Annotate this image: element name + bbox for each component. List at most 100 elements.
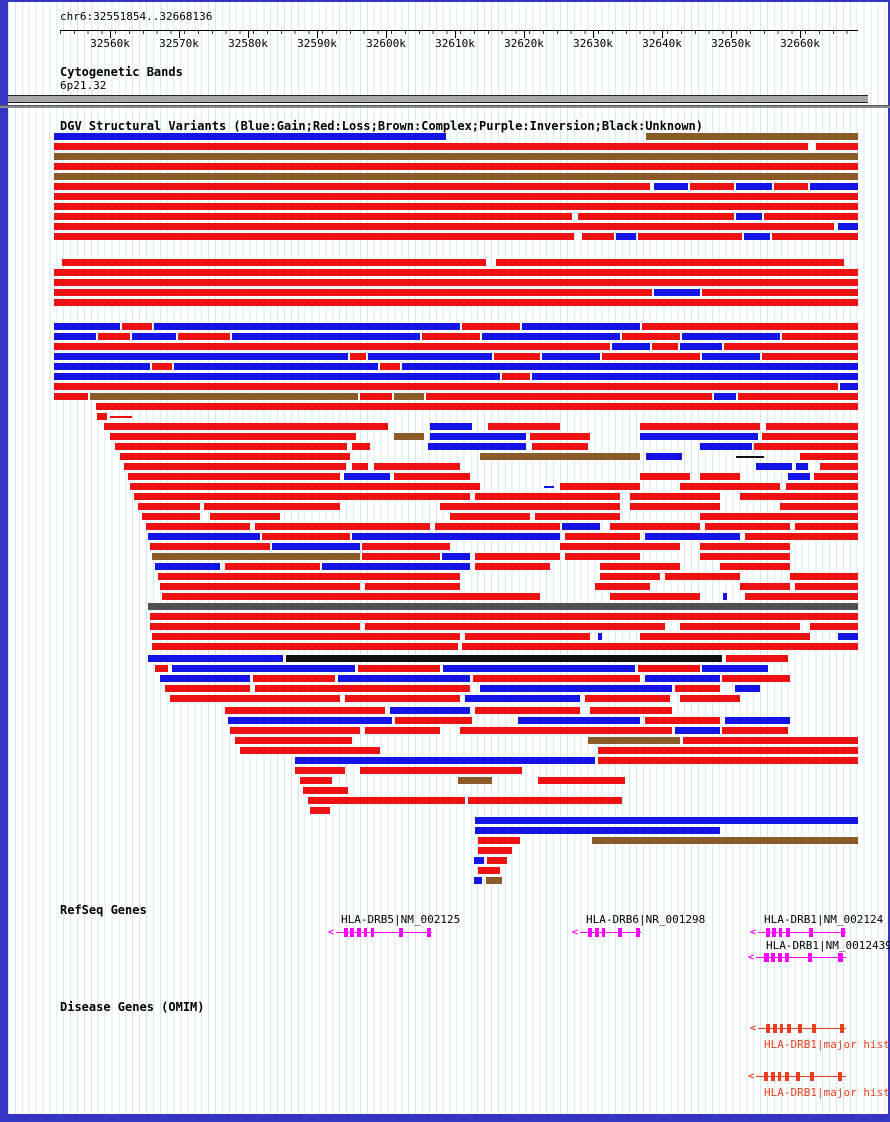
gene-exon[interactable]: [636, 928, 640, 937]
dgv-variant-bar[interactable]: [810, 183, 858, 190]
dgv-variant-bar[interactable]: [598, 633, 602, 640]
dgv-variant-bar[interactable]: [665, 573, 740, 580]
gene-exon[interactable]: [350, 928, 354, 937]
dgv-variant-bar[interactable]: [115, 443, 347, 450]
dgv-variant-bar[interactable]: [680, 343, 722, 350]
dgv-variant-bar[interactable]: [480, 453, 640, 460]
gene-glyph[interactable]: [758, 1028, 846, 1029]
gene-exon[interactable]: [798, 1024, 802, 1033]
dgv-variant-bar[interactable]: [645, 717, 720, 724]
dgv-variant-bar[interactable]: [54, 393, 88, 400]
dgv-variant-bar[interactable]: [358, 665, 440, 672]
gene-exon[interactable]: [771, 1072, 775, 1081]
dgv-variant-bar[interactable]: [395, 717, 472, 724]
dgv-variant-bar[interactable]: [98, 333, 130, 340]
dgv-variant-bar[interactable]: [428, 443, 526, 450]
dgv-variant-bar[interactable]: [344, 473, 390, 480]
gene-exon[interactable]: [812, 1024, 816, 1033]
dgv-variant-bar[interactable]: [600, 573, 660, 580]
dgv-variant-bar[interactable]: [756, 463, 792, 470]
dgv-variant-bar[interactable]: [338, 675, 470, 682]
dgv-variant-bar[interactable]: [700, 473, 740, 480]
dgv-variant-bar[interactable]: [360, 393, 392, 400]
dgv-variant-bar[interactable]: [646, 453, 682, 460]
dgv-variant-bar[interactable]: [152, 363, 172, 370]
dgv-variant-bar[interactable]: [814, 473, 858, 480]
dgv-variant-bar[interactable]: [475, 493, 620, 500]
dgv-variant-bar[interactable]: [616, 233, 636, 240]
dgv-variant-bar[interactable]: [475, 563, 550, 570]
dgv-variant-bar[interactable]: [345, 695, 460, 702]
gene-exon[interactable]: [773, 1024, 777, 1033]
dgv-variant-bar[interactable]: [362, 553, 440, 560]
gene-exon[interactable]: [808, 953, 812, 962]
dgv-variant-bar[interactable]: [790, 573, 858, 580]
gene-exon[interactable]: [841, 928, 845, 937]
dgv-variant-bar[interactable]: [592, 837, 858, 844]
dgv-variant-bar[interactable]: [54, 269, 858, 276]
dgv-variant-bar[interactable]: [816, 143, 858, 150]
dgv-variant-bar[interactable]: [690, 183, 734, 190]
dgv-variant-bar[interactable]: [426, 393, 712, 400]
dgv-variant-bar[interactable]: [54, 279, 858, 286]
dgv-variant-bar[interactable]: [462, 323, 520, 330]
dgv-variant-bar[interactable]: [450, 513, 530, 520]
dgv-variant-bar[interactable]: [565, 533, 640, 540]
dgv-variant-bar[interactable]: [682, 333, 780, 340]
dgv-variant-bar[interactable]: [610, 593, 700, 600]
dgv-variant-bar[interactable]: [295, 757, 595, 764]
gene-exon[interactable]: [344, 928, 348, 937]
dgv-variant-bar[interactable]: [165, 685, 250, 692]
dgv-variant-bar[interactable]: [394, 433, 424, 440]
dgv-variant-bar[interactable]: [598, 747, 858, 754]
dgv-variant-bar[interactable]: [262, 533, 350, 540]
dgv-variant-bar[interactable]: [272, 543, 360, 550]
dgv-variant-bar[interactable]: [390, 707, 470, 714]
dgv-variant-bar[interactable]: [54, 289, 652, 296]
dgv-variant-bar[interactable]: [530, 433, 590, 440]
dgv-variant-bar[interactable]: [54, 213, 572, 220]
dgv-variant-bar[interactable]: [702, 289, 858, 296]
dgv-variant-bar[interactable]: [422, 333, 480, 340]
gene-exon[interactable]: [766, 928, 770, 937]
dgv-variant-bar[interactable]: [638, 233, 742, 240]
dgv-variant-bar[interactable]: [365, 623, 665, 630]
gene-exon[interactable]: [779, 928, 782, 937]
gene-exon[interactable]: [357, 928, 361, 937]
dgv-variant-bar[interactable]: [54, 203, 858, 210]
dgv-variant-bar[interactable]: [54, 133, 446, 140]
dgv-variant-bar[interactable]: [134, 493, 470, 500]
dgv-variant-bar[interactable]: [54, 333, 96, 340]
gene-exon[interactable]: [588, 928, 592, 937]
dgv-variant-bar[interactable]: [740, 493, 858, 500]
dgv-variant-bar[interactable]: [120, 453, 350, 460]
dgv-variant-bar[interactable]: [365, 583, 460, 590]
dgv-variant-bar[interactable]: [303, 787, 348, 794]
dgv-variant-bar[interactable]: [430, 423, 472, 430]
dgv-variant-bar[interactable]: [255, 685, 470, 692]
dgv-variant-bar[interactable]: [766, 423, 858, 430]
dgv-variant-bar[interactable]: [172, 665, 355, 672]
dgv-variant-bar[interactable]: [723, 593, 727, 600]
dgv-variant-bar[interactable]: [96, 403, 858, 410]
gene-exon[interactable]: [764, 1072, 768, 1081]
dgv-variant-bar[interactable]: [368, 353, 492, 360]
dgv-variant-bar[interactable]: [475, 817, 858, 824]
dgv-variant-bar[interactable]: [474, 857, 484, 864]
dgv-variant-bar[interactable]: [630, 493, 720, 500]
dgv-variant-bar[interactable]: [374, 463, 460, 470]
gene-exon[interactable]: [780, 1024, 783, 1033]
dgv-variant-bar[interactable]: [54, 233, 574, 240]
dgv-variant-bar[interactable]: [560, 543, 680, 550]
dgv-variant-bar[interactable]: [365, 727, 440, 734]
gene-glyph[interactable]: [756, 1076, 846, 1077]
dgv-variant-bar[interactable]: [538, 777, 625, 784]
dgv-variant-bar[interactable]: [640, 633, 810, 640]
gene-exon[interactable]: [618, 928, 622, 937]
dgv-variant-bar[interactable]: [700, 553, 790, 560]
dgv-variant-bar[interactable]: [458, 777, 492, 784]
dgv-variant-bar[interactable]: [178, 333, 230, 340]
dgv-variant-bar[interactable]: [640, 473, 690, 480]
dgv-variant-bar[interactable]: [646, 133, 858, 140]
dgv-variant-bar[interactable]: [488, 423, 560, 430]
